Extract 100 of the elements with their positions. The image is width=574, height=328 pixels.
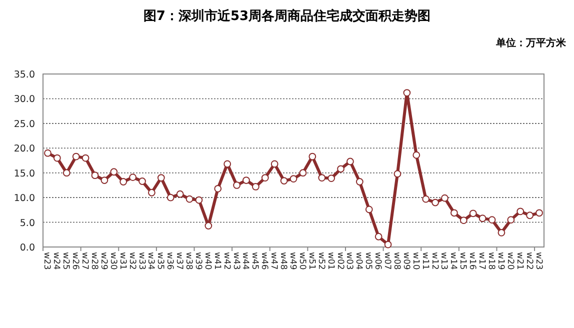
x-tick-label: w31	[117, 252, 128, 270]
point	[526, 212, 534, 220]
y-tick-label: 25.0	[14, 118, 35, 130]
point	[138, 178, 146, 185]
point	[356, 178, 364, 186]
point	[91, 172, 99, 180]
point	[308, 152, 316, 160]
x-tick-label: w14	[448, 252, 458, 270]
x-tick-label: w28	[88, 252, 99, 270]
x-tick-label: w12	[429, 252, 440, 270]
x-tick-label: w40	[202, 252, 212, 270]
point	[290, 175, 298, 182]
point	[224, 160, 232, 168]
point	[346, 158, 354, 166]
point	[44, 149, 52, 157]
x-tick-label: w45	[250, 252, 260, 270]
x-tick-label: w05	[363, 252, 374, 270]
y-tick-label: 0.0	[20, 242, 35, 254]
x-tick-label: w32	[126, 252, 137, 270]
x-tick-label: w46	[259, 252, 270, 270]
point	[148, 188, 156, 196]
point	[450, 209, 458, 217]
x-tick-label: w17	[476, 252, 487, 270]
point	[498, 228, 506, 236]
point	[374, 232, 382, 240]
point	[233, 182, 240, 189]
point	[432, 198, 439, 206]
x-tick-label: w04	[354, 252, 364, 270]
x-tick-label: w07	[382, 252, 392, 270]
point	[110, 168, 118, 176]
y-tick-label: 15.0	[14, 168, 35, 180]
x-tick-label: w21	[514, 252, 524, 270]
x-tick-label: w01	[325, 252, 336, 270]
x-tick-label: w08	[391, 252, 402, 270]
x-tick-label: w06	[372, 252, 383, 270]
point	[280, 177, 288, 184]
point	[507, 216, 515, 224]
y-tick-label: 35.0	[14, 70, 35, 80]
y-tick-label: 5.0	[20, 218, 35, 229]
point	[242, 176, 250, 184]
x-tick-label: w49	[288, 252, 298, 270]
x-tick-label: w34	[146, 252, 156, 270]
point	[460, 216, 468, 224]
point	[365, 206, 373, 214]
x-tick-label: w23	[42, 252, 52, 270]
point	[252, 182, 260, 190]
point	[488, 216, 496, 224]
x-tick-label: w20	[504, 252, 515, 270]
point	[176, 190, 184, 198]
y-tick-label: 10.0	[14, 193, 35, 204]
x-tick-label: w50	[296, 252, 307, 270]
point	[120, 178, 128, 186]
point	[422, 195, 430, 203]
point	[261, 174, 269, 182]
point	[516, 208, 524, 216]
point	[536, 209, 543, 217]
point	[186, 195, 194, 203]
point	[299, 169, 307, 177]
point	[337, 165, 344, 173]
x-tick-label: w22	[524, 252, 534, 270]
point	[72, 152, 80, 160]
point	[82, 154, 90, 162]
point	[166, 194, 174, 202]
point	[412, 151, 420, 159]
point	[129, 174, 136, 182]
x-tick-label: w16	[467, 252, 478, 270]
point	[204, 222, 212, 230]
x-tick-label: w25	[60, 252, 71, 270]
point	[318, 174, 326, 182]
x-tick-label: w23	[533, 252, 544, 270]
y-tick-label: 30.0	[14, 94, 35, 106]
x-tick-label: w02	[334, 252, 345, 270]
x-tick-label: w44	[240, 252, 250, 270]
point	[478, 214, 486, 222]
x-tick-label: w09	[400, 252, 411, 270]
x-tick-label: w29	[98, 252, 108, 270]
point	[384, 240, 392, 248]
x-tick-label: w26	[70, 252, 80, 270]
point	[195, 196, 203, 204]
point	[100, 176, 108, 184]
x-tick-label: w10	[410, 252, 420, 270]
x-tick-label: w42	[221, 252, 232, 270]
point	[469, 210, 477, 218]
x-tick-label: w43	[230, 252, 241, 270]
y-axis-title: 单位：万平方米	[495, 37, 567, 49]
x-tick-label: w18	[486, 252, 496, 270]
x-tick-label: w35	[155, 252, 166, 270]
x-tick-label: w13	[438, 252, 449, 270]
x-tick-label: w24	[51, 252, 62, 270]
x-tick-label: w38	[184, 252, 194, 270]
x-tick-label: w37	[174, 252, 184, 270]
point	[62, 169, 70, 177]
x-tick-label: w15	[458, 252, 468, 270]
x-tick-label: w03	[344, 252, 354, 270]
x-tick-label: w30	[108, 252, 118, 270]
point	[394, 170, 402, 178]
x-tick-label: w11	[420, 252, 430, 270]
point	[214, 184, 222, 192]
x-tick-label: w19	[495, 252, 506, 270]
x-tick-label: w51	[306, 252, 316, 270]
